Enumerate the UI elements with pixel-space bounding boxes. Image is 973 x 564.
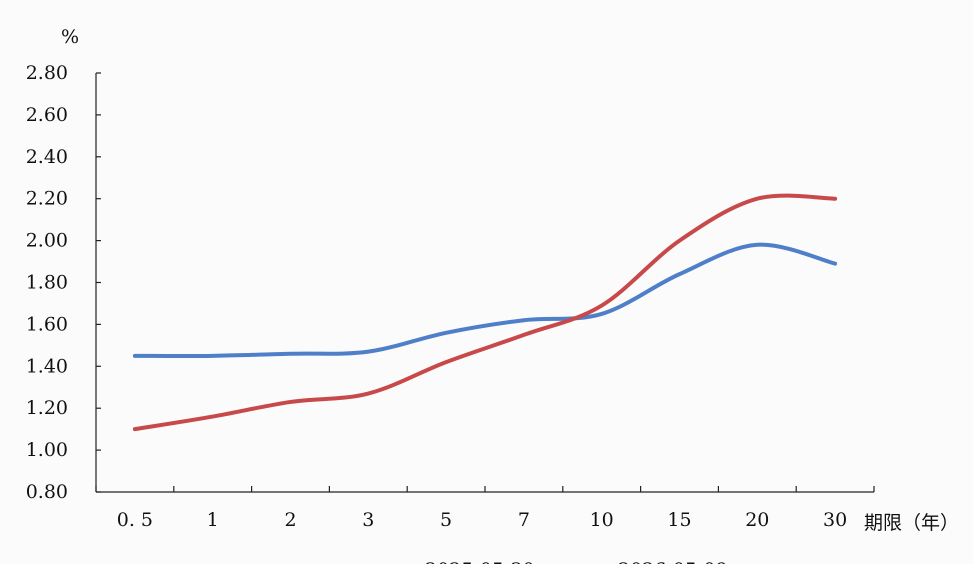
x-tick-label: 10 (590, 509, 614, 531)
y-tick-label: 1.60 (26, 313, 68, 335)
x-tick-label: 3 (362, 509, 374, 531)
x-tick-label: 1 (207, 509, 219, 531)
x-tick-label: 20 (745, 509, 769, 531)
legend: 2025-05-30 2026-05-09 (425, 559, 728, 564)
y-tick-label: 1.80 (26, 272, 68, 294)
y-tick-label: 2.80 (26, 62, 68, 84)
y-tick-label: 2.20 (26, 188, 68, 210)
x-tick-label: 2 (284, 509, 296, 531)
x-tick-label: 5 (440, 509, 452, 531)
legend-label: 2026-05-09 (618, 559, 728, 564)
legend-label: 2025-05-30 (425, 559, 535, 564)
y-tick-label: 1.20 (26, 397, 68, 419)
series-line-2025-05-30 (132, 242, 838, 358)
y-axis: 2.80 2.60 2.40 2.20 2.00 1.80 1.60 1.40 1.20 1.00… (26, 62, 101, 503)
y-tick-label: 0.80 (26, 481, 68, 503)
y-tick-label: 1.40 (26, 355, 68, 377)
x-axis-title: 期限（年） (864, 512, 959, 534)
y-axis-title: % (61, 26, 79, 48)
x-tick-label: 15 (667, 509, 691, 531)
x-axis: 0. 5 1 2 3 5 7 10 15 20 30 (95, 486, 875, 531)
x-tick-label: 7 (518, 509, 530, 531)
y-tick-label: 2.60 (26, 104, 68, 126)
y-tick-label: 1.00 (26, 439, 68, 461)
series-lines (132, 193, 838, 432)
x-tick-label: 0. 5 (117, 509, 153, 531)
x-tick-label: 30 (823, 509, 847, 531)
series-line-2026-05-09 (132, 193, 838, 432)
y-tick-label: 2.40 (26, 146, 68, 168)
y-tick-label: 2.00 (26, 230, 68, 252)
